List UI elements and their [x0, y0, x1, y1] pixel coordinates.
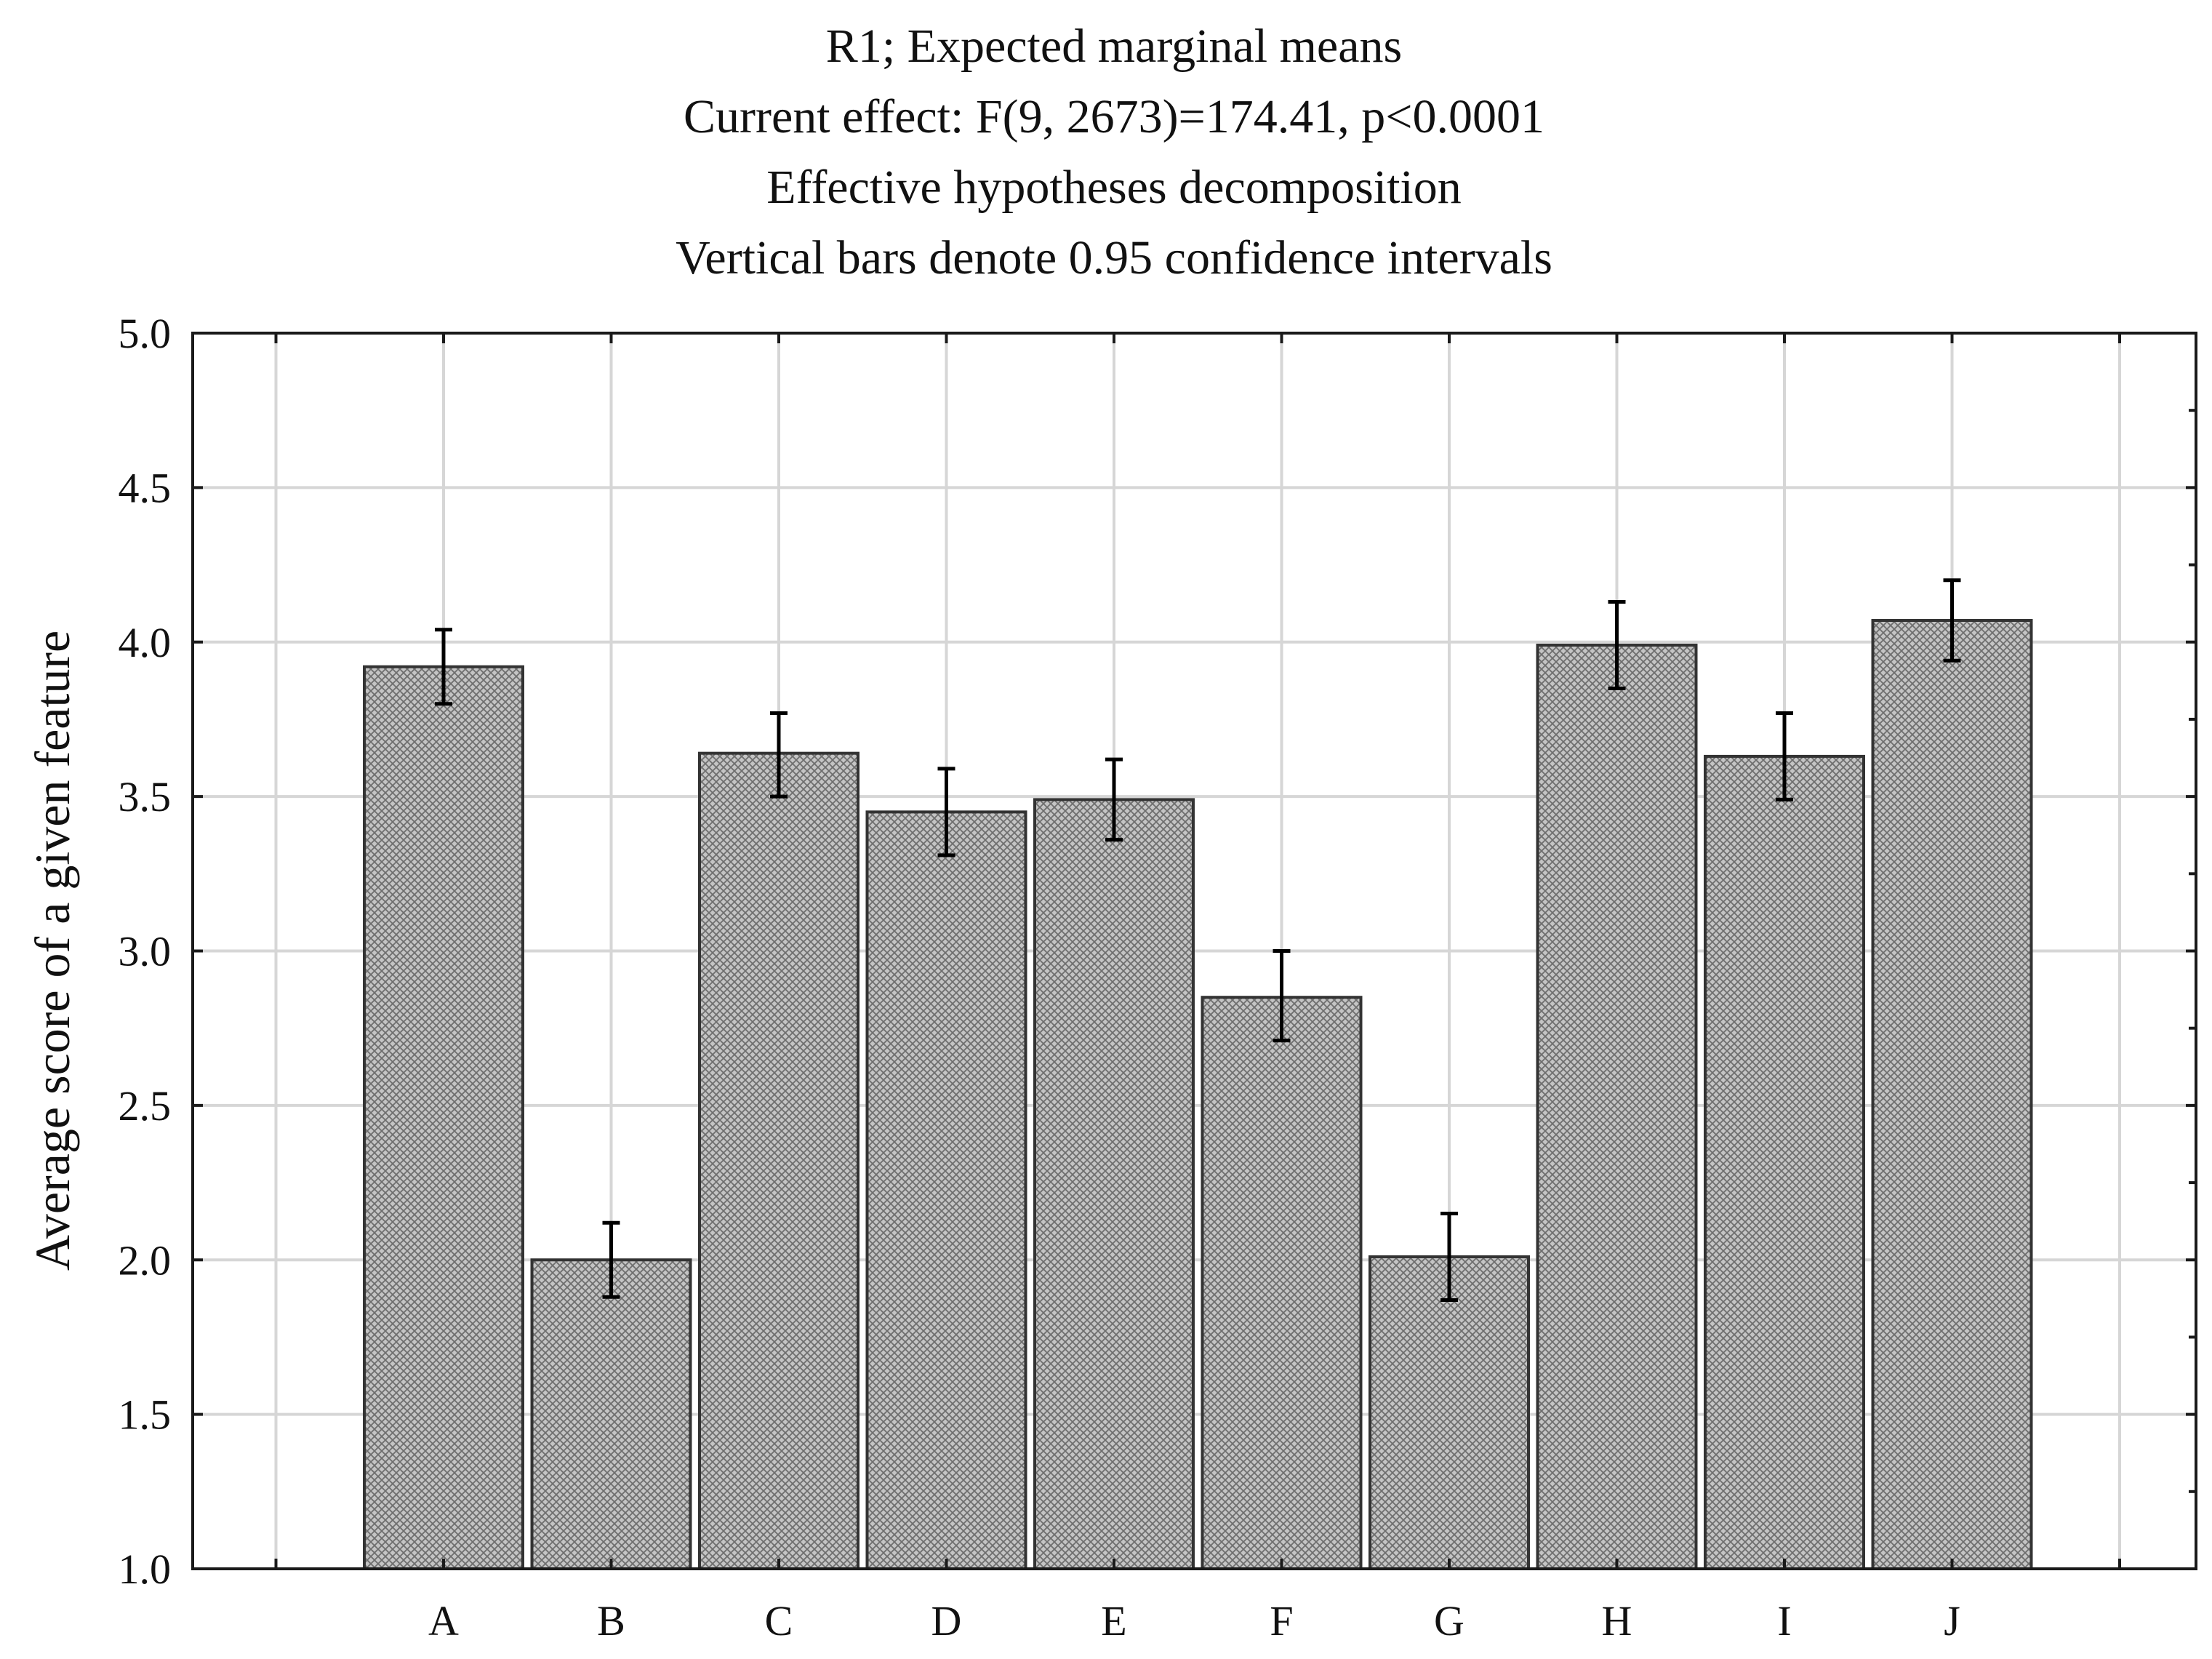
error-bar-c [770, 711, 788, 799]
error-bar-g [1440, 1212, 1458, 1302]
y-tick-label: 3.5 [119, 773, 172, 820]
bar-b [530, 1258, 692, 1570]
x-tick-label-h: H [1602, 1597, 1632, 1644]
x-tick-label-j: J [1944, 1597, 1960, 1644]
error-bar-f [1273, 949, 1291, 1043]
bar-i [1704, 754, 1865, 1570]
x-tick-label-b: B [597, 1597, 625, 1644]
axis-ticks [193, 332, 2196, 1570]
bar-h [1536, 643, 1698, 1570]
title-line-2: Current effect: F(9, 2673)=174.41, p<0.0… [684, 90, 1544, 143]
x-tick-label-g: G [1434, 1597, 1464, 1644]
y-axis-label: Average score of a given feature [25, 631, 80, 1271]
bar-d [865, 810, 1027, 1570]
error-bar-i [1776, 711, 1793, 801]
x-tick-label-i: I [1777, 1597, 1791, 1644]
bar-a [363, 665, 524, 1570]
bars [363, 619, 2033, 1571]
y-tick-label: 2.5 [119, 1082, 172, 1130]
bar-c [698, 751, 859, 1570]
y-tick-label: 2.0 [119, 1236, 172, 1284]
bar-f [1201, 996, 1363, 1570]
title-line-4: Vertical bars denote 0.95 confidence int… [676, 231, 1552, 284]
bar-j [1871, 619, 2033, 1571]
y-tick-label: 5.0 [119, 310, 172, 357]
title-line-1: R1; Expected marginal means [826, 20, 1402, 73]
error-bar-b [602, 1220, 620, 1299]
x-tick-label-f: F [1270, 1597, 1293, 1644]
error-bar-e [1105, 757, 1123, 842]
y-tick-label: 1.5 [119, 1391, 172, 1439]
y-tick-label: 4.5 [119, 464, 172, 511]
bar-g [1369, 1255, 1530, 1570]
chart-title: R1; Expected marginal means Current effe… [676, 20, 1552, 284]
error-bar-h [1608, 600, 1626, 690]
x-tick-label-c: C [765, 1597, 793, 1644]
bar-e [1033, 798, 1195, 1570]
x-tick-label-d: D [931, 1597, 962, 1644]
error-bars [435, 578, 1961, 1302]
error-bar-d [937, 767, 955, 858]
y-axis-tick-labels: 1.0 1.5 2.0 2.5 3.0 3.5 4.0 4.5 5.0 [119, 310, 172, 1593]
x-tick-label-e: E [1101, 1597, 1126, 1644]
error-bar-a [435, 628, 452, 706]
y-tick-label: 3.0 [119, 928, 172, 975]
title-line-3: Effective hypotheses decomposition [766, 161, 1462, 214]
error-bar-j [1943, 578, 1961, 663]
x-tick-label-a: A [428, 1597, 459, 1644]
x-axis-tick-labels: A B C D E F G H I J [428, 1597, 1960, 1644]
y-tick-label: 4.0 [119, 619, 172, 666]
y-tick-label: 1.0 [119, 1546, 172, 1593]
